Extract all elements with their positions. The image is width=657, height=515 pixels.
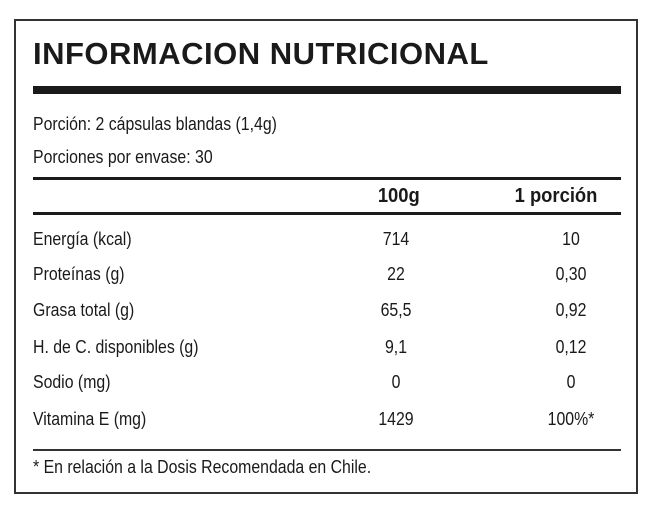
- value-per-portion: 0,12: [555, 337, 587, 357]
- column-header-portion: 1 porción: [514, 185, 598, 207]
- divider: [33, 212, 621, 215]
- divider: [33, 449, 621, 451]
- value-per-100g: 714: [382, 229, 410, 249]
- value-per-portion: 100%*: [547, 409, 595, 429]
- label-title: INFORMACION NUTRICIONAL: [33, 36, 489, 71]
- divider: [33, 177, 621, 180]
- serving-size: Porción: 2 cápsulas blandas (1,4g): [33, 114, 277, 134]
- value-per-portion: 0,92: [555, 300, 587, 320]
- servings-per-container: Porciones por envase: 30: [33, 147, 213, 167]
- value-per-100g: 65,5: [380, 300, 412, 320]
- column-header-100g: 100g: [377, 185, 420, 207]
- nutrient-label: Sodio (mg): [33, 372, 111, 392]
- nutrient-label: Proteínas (g): [33, 264, 125, 284]
- nutrient-label: Energía (kcal): [33, 229, 132, 249]
- nutrition-label: [14, 19, 638, 494]
- value-per-portion: 0,30: [555, 264, 587, 284]
- footnote: * En relación a la Dosis Recomendada en …: [33, 457, 372, 477]
- nutrient-label: Vitamina E (mg): [33, 409, 147, 429]
- value-per-portion: 0: [566, 372, 576, 392]
- value-per-100g: 9,1: [384, 337, 408, 357]
- thick-divider: [33, 86, 621, 94]
- value-per-portion: 10: [562, 229, 580, 249]
- value-per-100g: 1429: [378, 409, 414, 429]
- nutrient-label: Grasa total (g): [33, 300, 135, 320]
- value-per-100g: 0: [391, 372, 401, 392]
- nutrient-label: H. de C. disponibles (g): [33, 337, 199, 357]
- value-per-100g: 22: [387, 264, 405, 284]
